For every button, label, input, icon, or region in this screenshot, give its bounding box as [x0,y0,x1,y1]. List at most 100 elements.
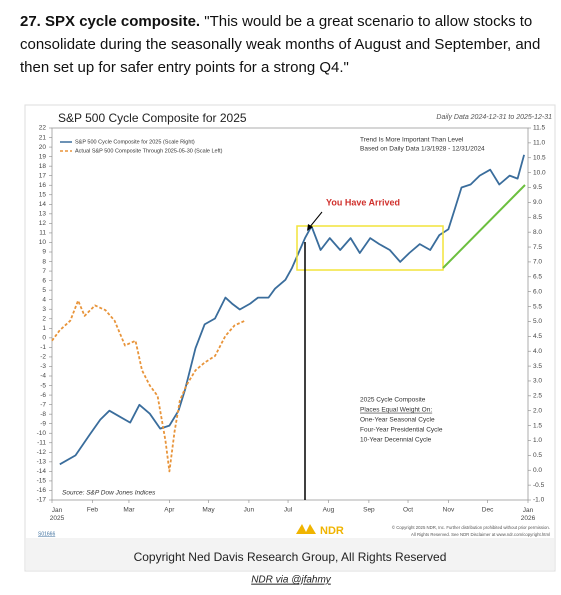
y-tick-label: 6 [42,277,46,284]
y-tick-label: -9 [40,420,46,427]
y-tick-label: -6 [40,392,46,399]
x-tick-label: Oct [403,507,413,514]
y2-tick-label: 11.5 [533,125,546,132]
y-tick-label: 15 [39,191,47,198]
y-tick-label: -2 [40,354,46,361]
composite-note: 2025 Cycle Composite [360,397,426,404]
y-tick-label: -8 [40,411,46,418]
y2-tick-label: 3.5 [533,363,542,370]
y-tick-label: -16 [37,487,47,494]
y2-tick-label: 0.5 [533,452,542,459]
y-tick-label: 14 [39,201,47,208]
y2-tick-label: 7.0 [533,259,542,266]
logo: NDR [320,525,344,537]
chart-subtitle: Daily Data 2024-12-31 to 2025-12-31 [436,114,552,121]
y-tick-label: 19 [39,153,47,160]
paragraph-lead: 27. SPX cycle composite. [20,13,201,30]
y-tick-label: 20 [39,144,47,151]
y2-tick-label: 7.5 [533,244,542,251]
y-tick-label: -1 [40,344,46,351]
y-tick-label: -5 [40,382,46,389]
x-tick-label: Apr [164,507,175,514]
y-tick-label: -14 [37,468,47,475]
composite-note: One-Year Seasonal Cycle [360,417,435,424]
composite-note: Four-Year Presidential Cycle [360,427,443,434]
y-tick-label: 13 [39,211,47,218]
notice: © Copyright 2025 NDR, Inc. Further distr… [392,525,550,530]
y-tick-label: 21 [39,134,47,141]
y2-tick-label: 2.0 [533,407,542,414]
source: Source: S&P Dow Jones Indices [62,490,156,497]
y-tick-label: -15 [37,478,47,485]
chart-title: S&P 500 Cycle Composite for 2025 [58,111,247,125]
y2-tick-label: 3.0 [533,378,542,385]
copyright: Copyright Ned Davis Research Group, All … [134,550,447,564]
note: Based on Daily Data 1/3/1928 - 12/31/202… [360,146,485,153]
arrow-head [307,224,313,231]
y2-tick-label: 9.0 [533,199,542,206]
y2-tick-label: 11.0 [533,140,546,147]
y-tick-label: -12 [37,449,47,456]
caption[interactable]: NDR via @jfahmy [251,575,332,586]
chart-frame [24,104,556,572]
y-tick-label: 7 [42,268,46,275]
plot-area [51,127,529,501]
x-tick-label: May [202,507,215,514]
x-tick-label: Sep [363,507,375,514]
x-tick-label: Feb [87,507,99,514]
y-tick-label: -3 [40,363,46,370]
chart-id: S01666 [38,531,55,537]
y-tick-label: 22 [39,125,47,132]
y-tick-label: 8 [42,258,46,265]
x-tick-label: Jan 2025 [50,507,65,522]
y-tick-label: 9 [42,249,46,256]
y-tick-label: 12 [39,220,47,227]
composite-note: Places Equal Weight On: [360,407,432,414]
y2-tick-label: 10.0 [533,169,546,176]
y-tick-label: -7 [40,401,46,408]
y2-tick-label: 10.5 [533,154,546,161]
notice: All Rights Reserved. See NDR Disclaimer … [411,532,550,537]
y-tick-label: 2 [42,315,46,322]
y2-tick-label: -0.5 [533,482,545,489]
legend-label: Actual S&P 500 Composite Through 2025-05… [75,148,223,154]
x-tick-label: Jun [244,507,255,514]
y-tick-label: 17 [39,172,47,179]
x-tick-label: Mar [123,507,135,514]
y-tick-label: 3 [42,306,46,313]
x-tick-label: Dec [482,507,494,514]
y-tick-label: 4 [42,296,46,303]
x-tick-label: Jan 2026 [521,507,536,522]
y-tick-label: 16 [39,182,47,189]
y2-tick-label: 4.5 [533,333,542,340]
y2-tick-label: 8.5 [533,214,542,221]
series-line [51,299,246,473]
y-tick-label: -11 [37,439,46,446]
copyright-band [26,538,554,570]
legend-label: S&P 500 Cycle Composite for 2025 (Scale … [75,139,195,145]
y2-tick-label: 0.0 [533,467,542,474]
note: Trend Is More Important Than Level [360,137,464,144]
y-tick-label: 10 [39,239,47,246]
y-tick-label: -13 [37,459,47,466]
y-tick-label: 1 [42,325,46,332]
x-tick-label: Nov [443,507,455,514]
trend-line [442,184,526,269]
y2-tick-label: 4.0 [533,348,542,355]
y-tick-label: 11 [39,230,46,237]
x-tick-label: Jul [284,507,293,514]
paragraph: 27. SPX cycle composite. "This would be … [20,10,550,79]
callout: You Have Arrived [326,197,400,207]
logo-icon [296,524,316,534]
x-tick-label: Aug [323,507,335,514]
y2-tick-label: 9.5 [533,184,542,191]
y-tick-label: -17 [37,497,47,504]
y2-tick-label: 6.5 [533,274,542,281]
y2-tick-label: 2.5 [533,393,542,400]
series-line [59,154,525,466]
y2-tick-label: 6.0 [533,288,542,295]
y2-tick-label: 5.5 [533,303,542,310]
y2-tick-label: -1.0 [533,497,545,504]
y2-tick-label: 8.0 [533,229,542,236]
